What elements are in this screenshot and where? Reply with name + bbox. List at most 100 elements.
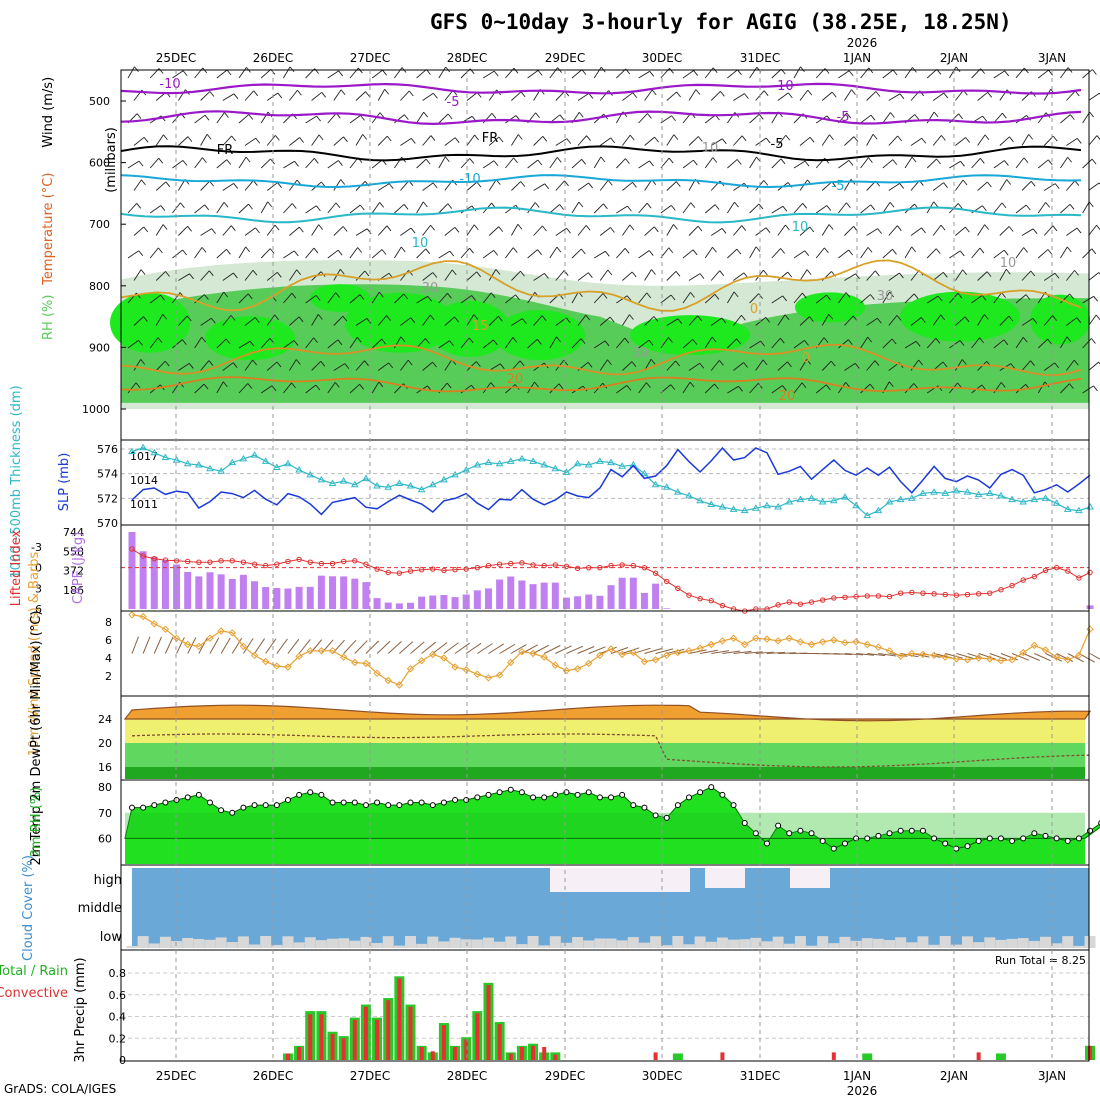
rh2m-ylabel: 2m RH (%) <box>29 787 44 858</box>
rh-point <box>608 794 615 801</box>
wind-barb <box>182 160 188 166</box>
wind-barb <box>844 273 856 281</box>
wind-barb <box>155 271 166 281</box>
wind-barb <box>607 269 613 276</box>
low-cloud <box>761 941 773 948</box>
thickness-point <box>963 488 972 495</box>
wind-barb <box>222 381 228 388</box>
wind-barb <box>688 225 699 236</box>
wind-barb <box>365 91 370 97</box>
low-cloud <box>783 943 795 948</box>
wind-barb <box>127 339 139 349</box>
wind-barb <box>838 339 849 349</box>
low-cloud <box>171 941 183 948</box>
wind-barb <box>377 362 389 371</box>
rh-point <box>1087 827 1094 834</box>
wind-barb <box>933 111 939 118</box>
wind-barb <box>371 381 380 394</box>
wind-barb <box>993 249 1005 259</box>
wind-barb <box>844 225 854 236</box>
wind-barb <box>1021 228 1034 236</box>
wind-barb <box>333 179 342 191</box>
date-bottom: 30DEC <box>642 1069 682 1083</box>
lifted-index-point <box>987 590 993 596</box>
wind-barb <box>766 651 785 654</box>
date-top: 26DEC <box>253 51 293 65</box>
wind-barb <box>291 292 297 299</box>
wind-barb <box>704 157 714 169</box>
wind-barb <box>771 295 783 304</box>
wind-barb <box>777 271 789 281</box>
thickness-point <box>417 485 426 493</box>
wind-speed-point <box>963 656 972 664</box>
wind-barb <box>765 227 771 233</box>
wind-barb <box>311 224 320 236</box>
low-cloud <box>226 942 238 948</box>
wind-barb <box>432 361 437 368</box>
wind-barb <box>629 314 634 320</box>
wind-barb <box>1076 317 1082 323</box>
low-cloud <box>906 942 918 948</box>
contour-label: -10 <box>159 77 180 92</box>
wind-barb <box>555 180 565 191</box>
wind-speed-point <box>651 656 660 664</box>
contour-label: -5 <box>832 179 845 194</box>
thickness-point <box>139 443 148 451</box>
wind-barb <box>616 337 626 349</box>
low-cloud <box>271 944 283 948</box>
wind-barb <box>454 227 460 233</box>
wind-barb <box>533 183 545 191</box>
wind-barb <box>777 134 787 146</box>
thickness-point <box>451 470 459 478</box>
wind-barb <box>305 247 315 259</box>
wind-barb <box>298 639 311 654</box>
thickness-point <box>841 493 849 500</box>
wind-barb <box>647 113 652 119</box>
precip-conv-bar <box>297 1046 302 1060</box>
wind-barb <box>610 647 629 654</box>
wind-barb <box>155 360 166 371</box>
wind-barb <box>802 203 808 209</box>
wind-barb <box>216 159 228 169</box>
wind-barb <box>1025 294 1031 300</box>
contour-line <box>120 110 1082 126</box>
wind-barb <box>860 383 871 394</box>
wind-barb <box>305 115 317 124</box>
wind-barb <box>438 113 449 124</box>
wind-barb <box>649 71 655 77</box>
wind-barb <box>936 158 941 165</box>
wind-barb <box>1060 383 1070 394</box>
lifted-index-point <box>1031 573 1038 580</box>
wind-barb <box>522 318 527 324</box>
low-cloud <box>393 945 405 948</box>
wind-barb <box>829 134 834 141</box>
wind-barb <box>536 339 542 345</box>
wind-barb <box>867 247 873 253</box>
wind-barb <box>1098 361 1100 365</box>
wind-barb <box>704 336 713 349</box>
wind-barb <box>444 226 456 236</box>
wind-barb <box>1052 315 1057 321</box>
wind-barb <box>1096 224 1100 231</box>
wind-barb <box>760 340 765 347</box>
low-cloud <box>794 936 806 948</box>
wind-barb <box>238 67 247 79</box>
wind-barb <box>616 384 628 394</box>
wind-barb <box>710 138 723 146</box>
thickness-point <box>774 502 783 510</box>
wind-barb <box>587 362 593 368</box>
wind-barb <box>644 648 662 654</box>
wind-barb <box>202 157 207 163</box>
wind-barb <box>874 270 880 277</box>
thickness-point <box>807 494 816 501</box>
wind-barb <box>1015 204 1027 214</box>
wind-barb <box>882 112 891 124</box>
precip-conv-bar <box>386 1000 391 1060</box>
precip-conv-bar <box>475 1013 480 1060</box>
wind-barb <box>333 226 344 236</box>
wind-barb <box>1093 385 1098 392</box>
low-cloud <box>572 937 584 948</box>
wind-barb <box>386 315 391 321</box>
thickness-point <box>194 461 203 468</box>
wind-barb <box>736 338 741 345</box>
